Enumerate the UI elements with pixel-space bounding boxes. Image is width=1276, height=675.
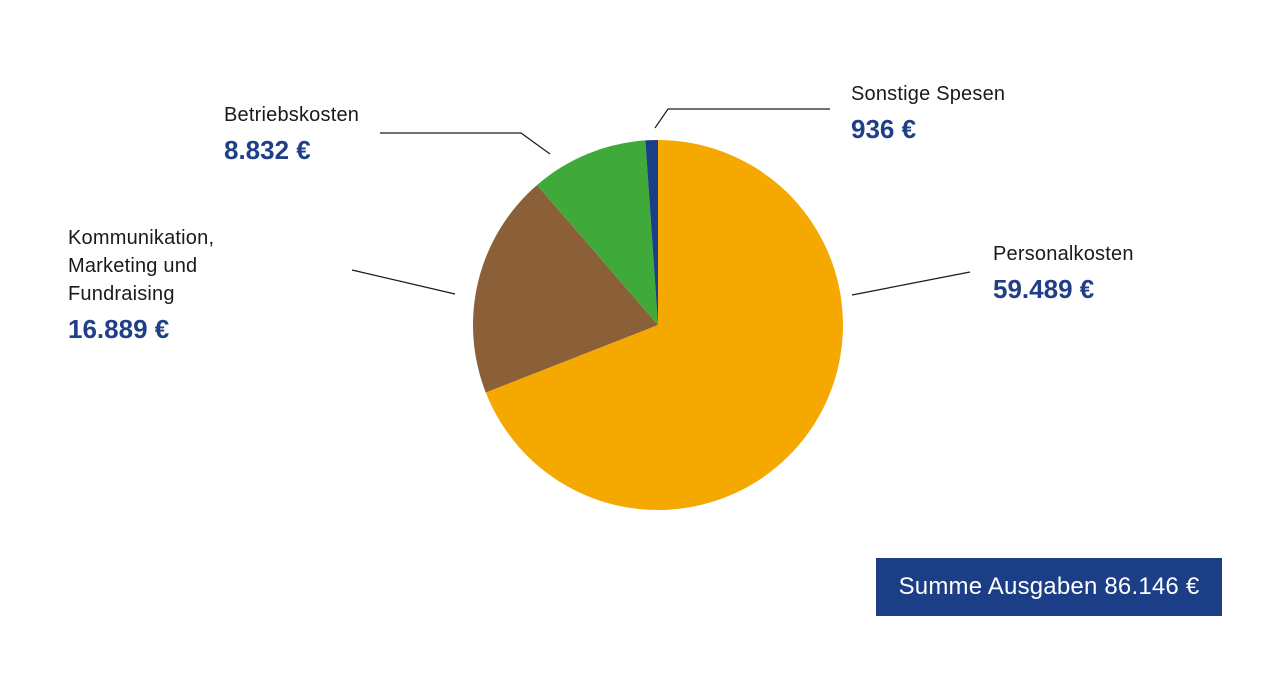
label-sonstige-spesen: Sonstige Spesen 936 € <box>851 80 1005 146</box>
leader-line-sonstige-spesen <box>654 108 830 129</box>
slice-label-kommunikation: Kommunikation, Marketing und Fundraising <box>68 227 215 305</box>
slice-sonstige-spesen <box>645 140 658 325</box>
slice-betriebskosten <box>537 140 658 325</box>
slice-value-personalkosten: 59.489 € <box>993 274 1095 304</box>
slice-label-betriebskosten: Betriebskosten <box>224 104 360 126</box>
leader-line-personalkosten <box>851 271 971 296</box>
label-betriebskosten: Betriebskosten 8.832 € <box>224 101 359 167</box>
slice-value-sonstige-spesen: 936 € <box>851 114 917 144</box>
leader-line-betriebskosten <box>380 132 551 155</box>
total-expenses-label: Summe Ausgaben 86.146 € <box>898 573 1200 600</box>
slice-label-sonstige-spesen: Sonstige Spesen <box>851 83 1006 105</box>
slice-value-betriebskosten: 8.832 € <box>224 135 311 165</box>
slice-label-personalkosten: Personalkosten <box>993 243 1134 265</box>
slice-value-kommunikation: 16.889 € <box>68 314 170 344</box>
slice-kommunikation <box>472 184 658 393</box>
slice-personalkosten <box>485 140 843 510</box>
total-expenses-badge: Summe Ausgaben 86.146 € <box>876 558 1222 616</box>
leader-line-kommunikation <box>351 269 456 295</box>
label-personalkosten: Personalkosten 59.489 € <box>993 240 1134 306</box>
label-kommunikation: Kommunikation, Marketing und Fundraising… <box>68 224 268 346</box>
